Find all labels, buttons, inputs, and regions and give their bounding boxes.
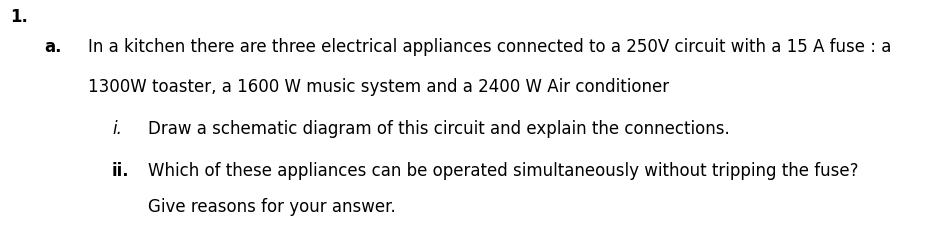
Text: In a kitchen there are three electrical appliances connected to a 250V circuit w: In a kitchen there are three electrical … bbox=[88, 38, 891, 56]
Text: Give reasons for your answer.: Give reasons for your answer. bbox=[148, 198, 396, 216]
Text: Which of these appliances can be operated simultaneously without tripping the fu: Which of these appliances can be operate… bbox=[148, 162, 859, 180]
Text: 1.: 1. bbox=[10, 8, 28, 26]
Text: a.: a. bbox=[44, 38, 62, 56]
Text: ii.: ii. bbox=[112, 162, 130, 180]
Text: Draw a schematic diagram of this circuit and explain the connections.: Draw a schematic diagram of this circuit… bbox=[148, 120, 730, 138]
Text: 1300W toaster, a 1600 W music system and a 2400 W Air conditioner: 1300W toaster, a 1600 W music system and… bbox=[88, 78, 669, 96]
Text: i.: i. bbox=[112, 120, 121, 138]
